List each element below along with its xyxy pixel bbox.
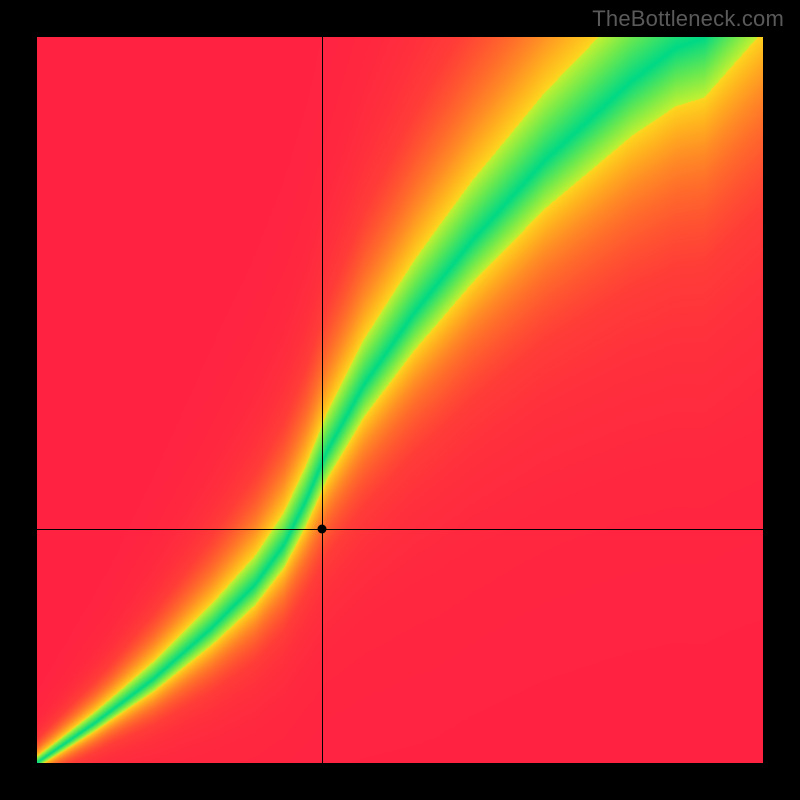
watermark-text: TheBottleneck.com [592, 6, 784, 32]
heatmap-plot [37, 37, 763, 763]
crosshair-vertical [322, 37, 323, 763]
heatmap-canvas [37, 37, 763, 763]
crosshair-horizontal [37, 529, 763, 530]
data-point-marker [318, 525, 327, 534]
